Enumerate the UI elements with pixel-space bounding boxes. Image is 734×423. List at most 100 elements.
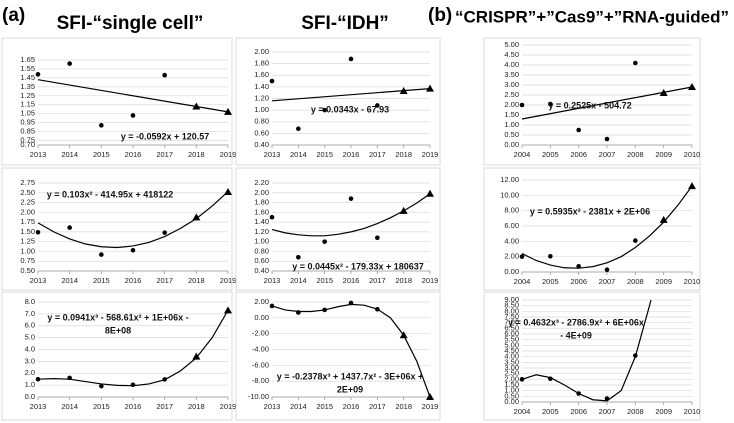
point — [348, 56, 354, 62]
x-tick-label: 2017 — [156, 150, 173, 159]
y-tick-label: 6.0 — [25, 321, 35, 330]
x-tick-label: 2018 — [188, 276, 205, 285]
point — [348, 300, 354, 306]
trend-line — [521, 299, 652, 402]
column-title: SFI-“IDH” — [301, 13, 389, 34]
x-tick-label: 2010 — [684, 150, 701, 159]
y-tick-label: -8.00 — [252, 376, 269, 385]
x-tick-label: 2016 — [343, 276, 360, 285]
y-tick-label: 4.00 — [504, 352, 519, 361]
point — [375, 306, 380, 312]
y-tick-label: 0.75 — [20, 136, 35, 145]
y-tick-label: 1.00 — [20, 246, 35, 255]
x-tick-label: 2018 — [395, 276, 412, 285]
x-tick-label: 2019 — [220, 276, 237, 285]
point — [633, 60, 638, 66]
x-tick-label: 2006 — [570, 407, 587, 416]
y-tick-label: 0.00 — [504, 140, 519, 149]
trend-equation: y = 0.0445x² - 179.33x + 180637 — [292, 261, 424, 271]
point — [576, 263, 581, 269]
y-tick-label: 1.45 — [20, 73, 35, 82]
y-tick-label: 4.00 — [504, 236, 519, 245]
x-tick-label: 2005 — [542, 150, 559, 159]
y-tick-label: 1.35 — [20, 82, 35, 91]
y-tick-label: 3.50 — [504, 70, 519, 79]
y-tick-label: 4.0 — [25, 344, 35, 353]
y-tick-label: 2.50 — [504, 90, 519, 99]
y-tick-label: 0.75 — [20, 256, 35, 265]
x-tick-label: 2019 — [220, 150, 237, 159]
point — [659, 89, 668, 96]
y-tick-label: 8.0 — [25, 297, 35, 306]
x-tick-label: 2016 — [125, 150, 142, 159]
point — [35, 72, 41, 77]
x-tick-label: 2018 — [395, 150, 412, 159]
point — [322, 239, 327, 244]
y-tick-label: 1.50 — [504, 380, 519, 389]
x-tick-label: 2018 — [188, 402, 205, 411]
point — [130, 382, 136, 388]
y-tick-label: 2.00 — [254, 297, 269, 306]
point — [99, 252, 104, 257]
point — [224, 187, 232, 195]
chart-frame — [483, 37, 701, 166]
x-tick-label: 2014 — [61, 402, 78, 411]
x-tick-label: 2007 — [599, 277, 616, 286]
y-tick-label: 0.60 — [254, 128, 269, 137]
y-tick-label: 6.50 — [504, 323, 519, 332]
x-tick-label: 2013 — [30, 150, 47, 159]
trend-equation: y = 0.2525x - 504.72 — [548, 100, 631, 110]
chart-frame — [235, 37, 441, 166]
y-tick-label: 2.00 — [20, 207, 35, 216]
point — [548, 376, 553, 382]
y-tick-label: -6.00 — [252, 360, 269, 369]
point — [269, 214, 275, 220]
y-tick-label: 0.50 — [20, 266, 35, 275]
point — [633, 353, 638, 358]
y-tick-label: 1.15 — [20, 100, 35, 109]
y-tick-label: 0.80 — [254, 246, 269, 255]
point — [99, 123, 104, 128]
x-tick-label: 2016 — [125, 276, 142, 285]
x-tick-label: 2004 — [514, 407, 531, 416]
y-tick-label: 1.75 — [20, 217, 35, 226]
y-tick-label: 0.50 — [504, 391, 519, 400]
x-tick-label: 2017 — [369, 150, 386, 159]
panel-label: (a) — [2, 5, 25, 26]
point — [162, 230, 167, 235]
y-tick-label: 8.00 — [504, 206, 519, 215]
x-tick-label: 2016 — [343, 402, 360, 411]
y-tick-label: 0.0 — [25, 392, 35, 401]
y-tick-label: 9.00 — [504, 295, 519, 304]
y-tick-label: 0.50 — [504, 130, 519, 139]
y-tick-label: 4.50 — [504, 346, 519, 355]
y-tick-label: 1.60 — [254, 70, 269, 79]
y-tick-label: 2.75 — [20, 178, 35, 187]
y-tick-label: 1.50 — [20, 227, 35, 236]
point — [519, 377, 525, 382]
point — [162, 377, 167, 382]
y-tick-label: 1.65 — [20, 55, 35, 64]
y-tick-label: -4.00 — [252, 344, 269, 353]
trend-equation: y = -0.0592x + 120.57 — [121, 131, 210, 141]
point — [688, 182, 696, 190]
point — [604, 396, 610, 401]
x-tick-label: 2015 — [316, 402, 333, 411]
point — [576, 127, 581, 133]
y-tick-label: 5.50 — [504, 335, 519, 344]
point — [322, 307, 327, 313]
y-tick-label: 7.0 — [25, 309, 35, 318]
x-tick-label: 2016 — [343, 150, 360, 159]
chart-frame — [1, 167, 233, 291]
x-tick-label: 2006 — [570, 277, 587, 286]
x-tick-label: 2013 — [264, 276, 281, 285]
point — [35, 229, 41, 235]
point — [399, 206, 408, 214]
point — [576, 391, 581, 396]
point — [348, 196, 354, 201]
y-tick-label: 1.20 — [254, 227, 269, 236]
y-tick-label: 7.50 — [504, 312, 519, 321]
point — [130, 113, 136, 118]
